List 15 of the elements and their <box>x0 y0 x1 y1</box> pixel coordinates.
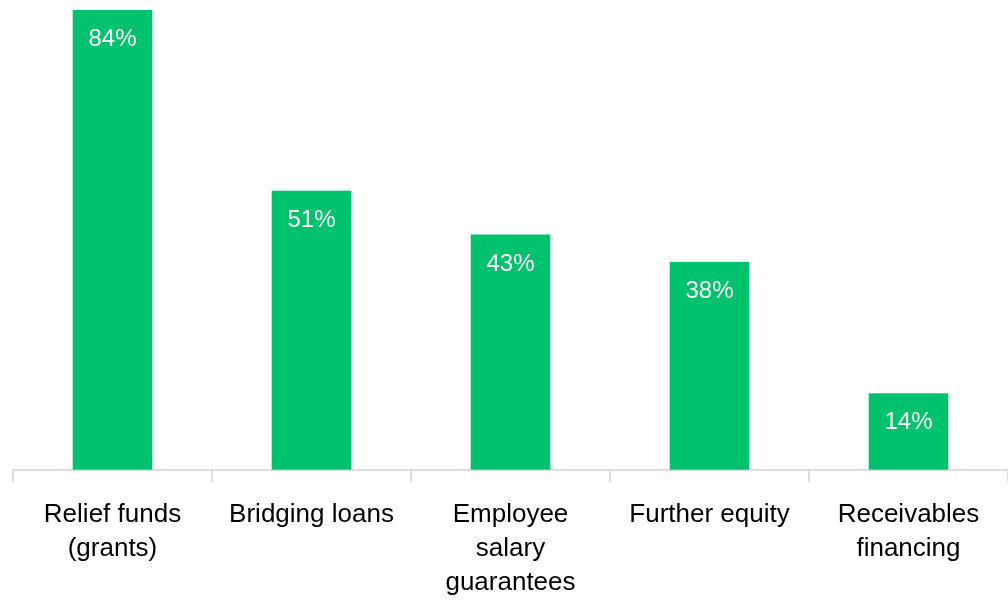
data-label: 84% <box>88 24 137 51</box>
data-label: 14% <box>884 407 933 435</box>
data-label: 51% <box>287 204 336 232</box>
bar <box>868 393 949 470</box>
x-tick-label: Further equity <box>629 498 790 528</box>
bar <box>470 234 551 470</box>
x-tick-label: Receivables financing <box>837 498 980 562</box>
x-tick-label: Bridging loans <box>229 498 394 528</box>
bar <box>271 190 352 470</box>
data-label: 43% <box>486 248 535 276</box>
x-tick-label: Employee salary guarantees <box>445 498 576 596</box>
bar <box>669 261 750 470</box>
bar <box>72 10 153 470</box>
data-label: 38% <box>685 275 734 303</box>
x-tick-label: Relief funds (grants) <box>43 498 182 562</box>
